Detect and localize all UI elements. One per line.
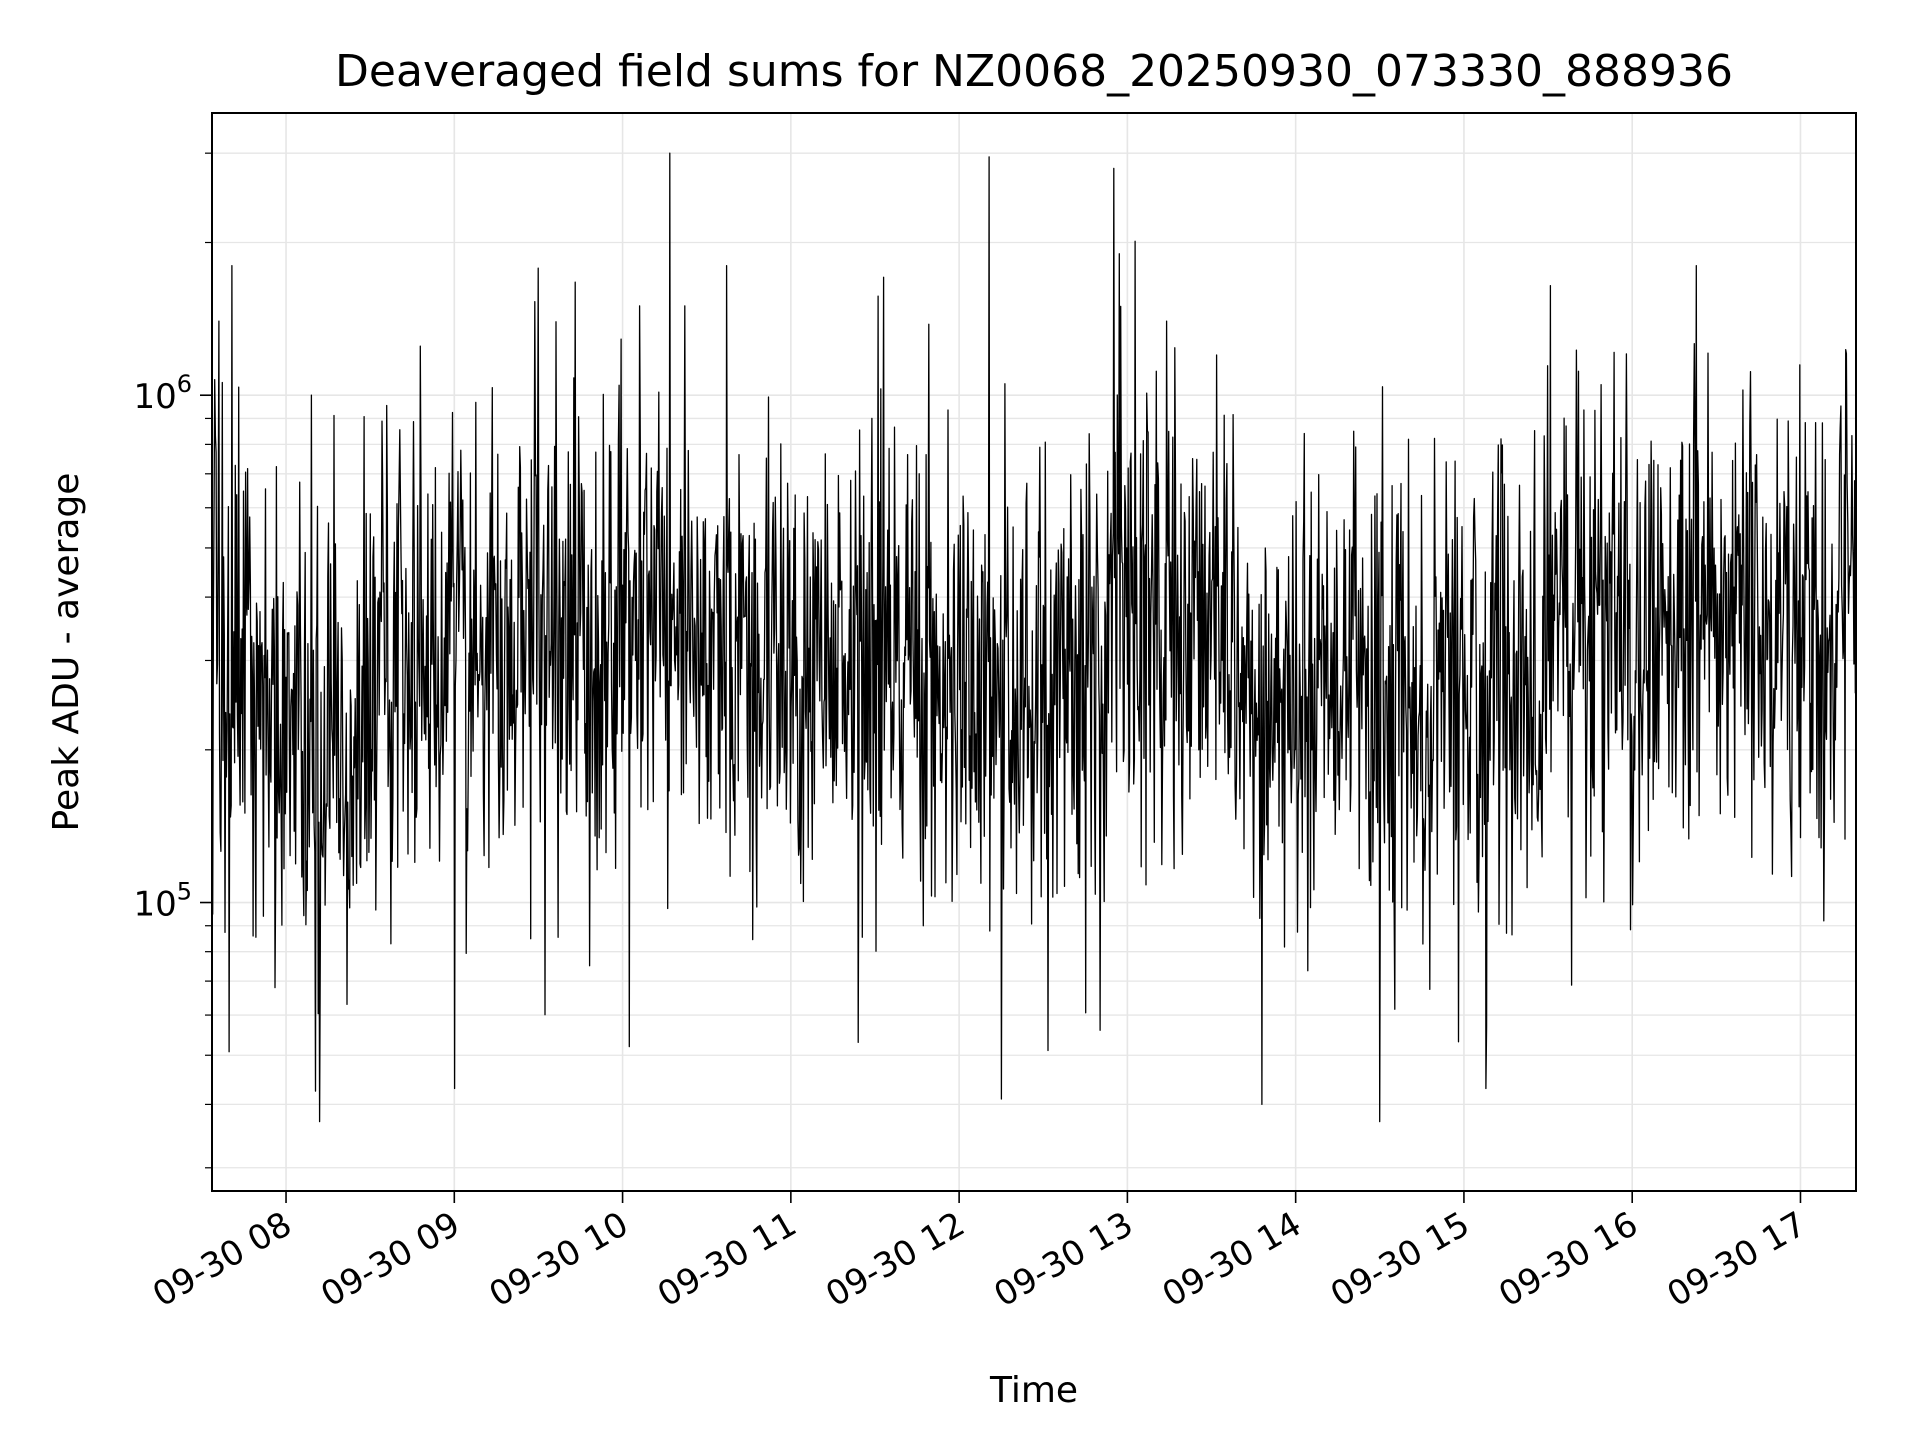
plot-area bbox=[212, 152, 1856, 1123]
y-tick-exponent: 6 bbox=[177, 370, 192, 398]
data-series-line bbox=[212, 152, 1856, 1123]
plot-frame bbox=[211, 112, 1857, 1192]
y-tick-base: 10 bbox=[133, 885, 176, 925]
y-tick-label: 105 bbox=[133, 878, 192, 925]
y-tick-base: 10 bbox=[133, 377, 176, 417]
chart-title: Deaveraged field sums for NZ0068_2025093… bbox=[335, 46, 1733, 97]
y-axis-label: Peak ADU - average bbox=[46, 473, 87, 832]
y-tick-label: 106 bbox=[133, 370, 192, 417]
y-tick-exponent: 5 bbox=[177, 878, 192, 906]
x-axis-label: Time bbox=[989, 1370, 1078, 1411]
